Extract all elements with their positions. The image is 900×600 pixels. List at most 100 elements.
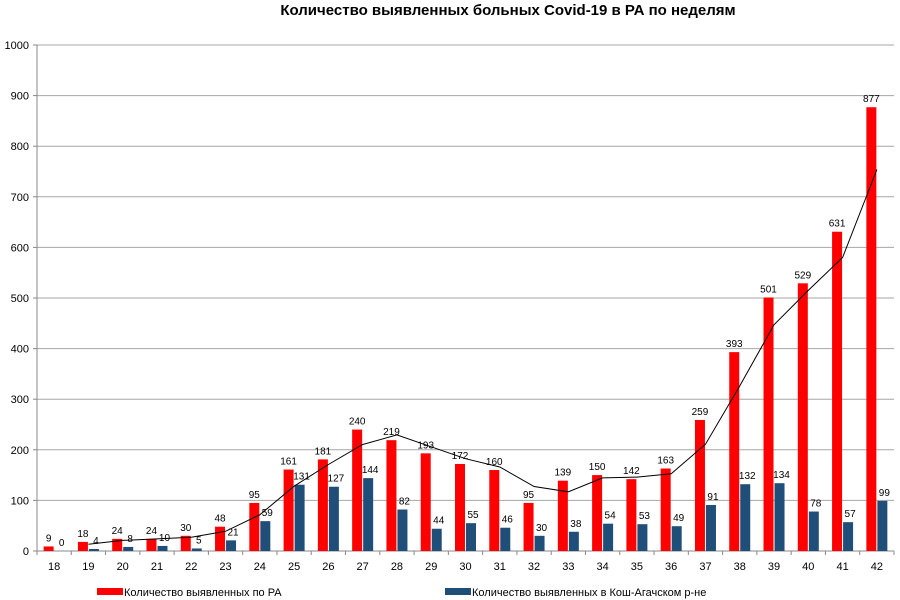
data-label-ra: 150 xyxy=(589,462,606,473)
data-label-kosh-agach: 49 xyxy=(673,513,685,524)
bar-kosh-agach xyxy=(603,523,614,551)
x-tick-label: 34 xyxy=(596,561,608,573)
bar-ra xyxy=(420,453,431,551)
data-label-kosh-agach: 8 xyxy=(127,534,133,545)
bar-ra xyxy=(112,538,123,551)
bar-ra xyxy=(317,459,328,551)
y-tick-label: 700 xyxy=(11,192,29,204)
bar-ra xyxy=(797,283,808,551)
data-label-kosh-agach: 21 xyxy=(227,527,239,538)
bar-ra xyxy=(146,538,157,551)
x-tick-label: 39 xyxy=(768,561,780,573)
y-tick-label: 200 xyxy=(11,445,29,457)
x-tick-label: 19 xyxy=(82,561,94,573)
data-label-ra: 240 xyxy=(349,417,366,428)
bar-kosh-agach xyxy=(226,540,237,551)
bar-ra xyxy=(489,470,500,551)
x-tick-label: 27 xyxy=(357,561,369,573)
data-label-ra: 160 xyxy=(486,457,503,468)
data-label-ra: 181 xyxy=(315,446,332,457)
bars xyxy=(43,107,888,552)
bar-kosh-agach xyxy=(88,548,99,551)
x-tick-label: 40 xyxy=(802,561,814,573)
legend: Количество выявленных по РА Количество в… xyxy=(97,587,706,599)
bar-kosh-agach xyxy=(877,500,888,551)
x-tick-label: 28 xyxy=(391,561,403,573)
data-label-ra: 219 xyxy=(383,427,400,438)
x-tick-label: 36 xyxy=(665,561,677,573)
data-label-kosh-agach: 91 xyxy=(707,492,719,503)
bar-ra xyxy=(283,469,294,551)
data-label-kosh-agach: 5 xyxy=(196,535,202,546)
data-label-ra: 193 xyxy=(417,440,434,451)
data-label-ra: 95 xyxy=(249,490,261,501)
bar-ra xyxy=(455,463,465,551)
legend-swatch-kosh-agach xyxy=(445,588,471,595)
trendline-path xyxy=(88,169,878,545)
bar-kosh-agach xyxy=(808,511,819,551)
x-tick-label: 29 xyxy=(425,561,437,573)
bar-kosh-agach xyxy=(534,535,545,551)
x-axis: 18 19 20 21 22 23 24 25 26 27 28 29 30 31 32 33 34 35 36 37… xyxy=(36,551,895,573)
x-tick-label: 33 xyxy=(562,561,574,573)
bar-kosh-agach xyxy=(843,522,854,551)
data-label-kosh-agach: 0 xyxy=(59,538,65,549)
data-label-ra: 259 xyxy=(692,407,709,418)
trendline xyxy=(88,169,878,545)
bar-ra xyxy=(386,440,397,551)
bar-kosh-agach xyxy=(260,521,271,551)
y-tick-label: 1000 xyxy=(5,40,29,52)
bar-kosh-agach xyxy=(123,546,134,551)
data-label-ra: 393 xyxy=(726,339,743,350)
data-label-ra: 24 xyxy=(146,526,158,537)
bar-kosh-agach xyxy=(568,531,579,551)
bar-ra xyxy=(352,429,363,551)
x-tick-label: 22 xyxy=(185,561,197,573)
data-label-kosh-agach: 59 xyxy=(262,508,274,519)
y-tick-label: 300 xyxy=(11,394,29,406)
bar-ra xyxy=(832,231,843,552)
bar-kosh-agach xyxy=(191,548,202,551)
data-label-kosh-agach: 78 xyxy=(810,499,822,510)
data-label-kosh-agach: 55 xyxy=(467,510,479,521)
data-label-ra: 161 xyxy=(280,457,297,468)
data-label-ra: 48 xyxy=(214,514,226,525)
data-label-ra: 172 xyxy=(452,451,469,462)
bar-ra xyxy=(249,502,260,551)
bar-kosh-agach xyxy=(363,478,374,551)
data-label-kosh-agach: 38 xyxy=(570,519,582,530)
x-tick-label: 24 xyxy=(254,561,266,573)
x-tick-label: 20 xyxy=(117,561,129,573)
x-tick-label: 41 xyxy=(836,561,848,573)
y-tick-label: 800 xyxy=(11,141,29,153)
bar-kosh-agach xyxy=(431,528,442,551)
bar-ra xyxy=(694,419,705,551)
data-label-kosh-agach: 144 xyxy=(362,465,379,476)
x-tick-label: 32 xyxy=(528,561,540,573)
data-label-kosh-agach: 132 xyxy=(739,471,756,482)
data-label-ra: 631 xyxy=(829,219,846,230)
bar-kosh-agach xyxy=(157,545,168,551)
data-label-ra: 9 xyxy=(46,533,52,544)
bar-kosh-agach xyxy=(397,509,408,551)
gridlines xyxy=(37,44,894,552)
data-label-kosh-agach: 46 xyxy=(502,515,514,526)
bar-ra xyxy=(660,468,671,551)
data-label-kosh-agach: 10 xyxy=(159,533,171,544)
bar-ra xyxy=(557,480,568,551)
bar-ra xyxy=(77,541,88,551)
data-label-kosh-agach: 134 xyxy=(773,470,790,481)
data-labels: 9 018424824103054821955916113118112724014… xyxy=(46,94,891,549)
bar-ra xyxy=(180,535,191,551)
data-label-ra: 529 xyxy=(794,270,811,281)
x-tick-label: 35 xyxy=(631,561,643,573)
x-tick-label: 25 xyxy=(288,561,300,573)
bar-ra xyxy=(523,502,534,551)
data-label-kosh-agach: 44 xyxy=(433,516,445,527)
data-label-ra: 142 xyxy=(623,466,640,477)
y-tick-label: 600 xyxy=(11,242,29,254)
data-label-kosh-agach: 53 xyxy=(639,511,651,522)
x-tick-label: 37 xyxy=(699,561,711,573)
data-label-ra: 877 xyxy=(863,94,880,105)
